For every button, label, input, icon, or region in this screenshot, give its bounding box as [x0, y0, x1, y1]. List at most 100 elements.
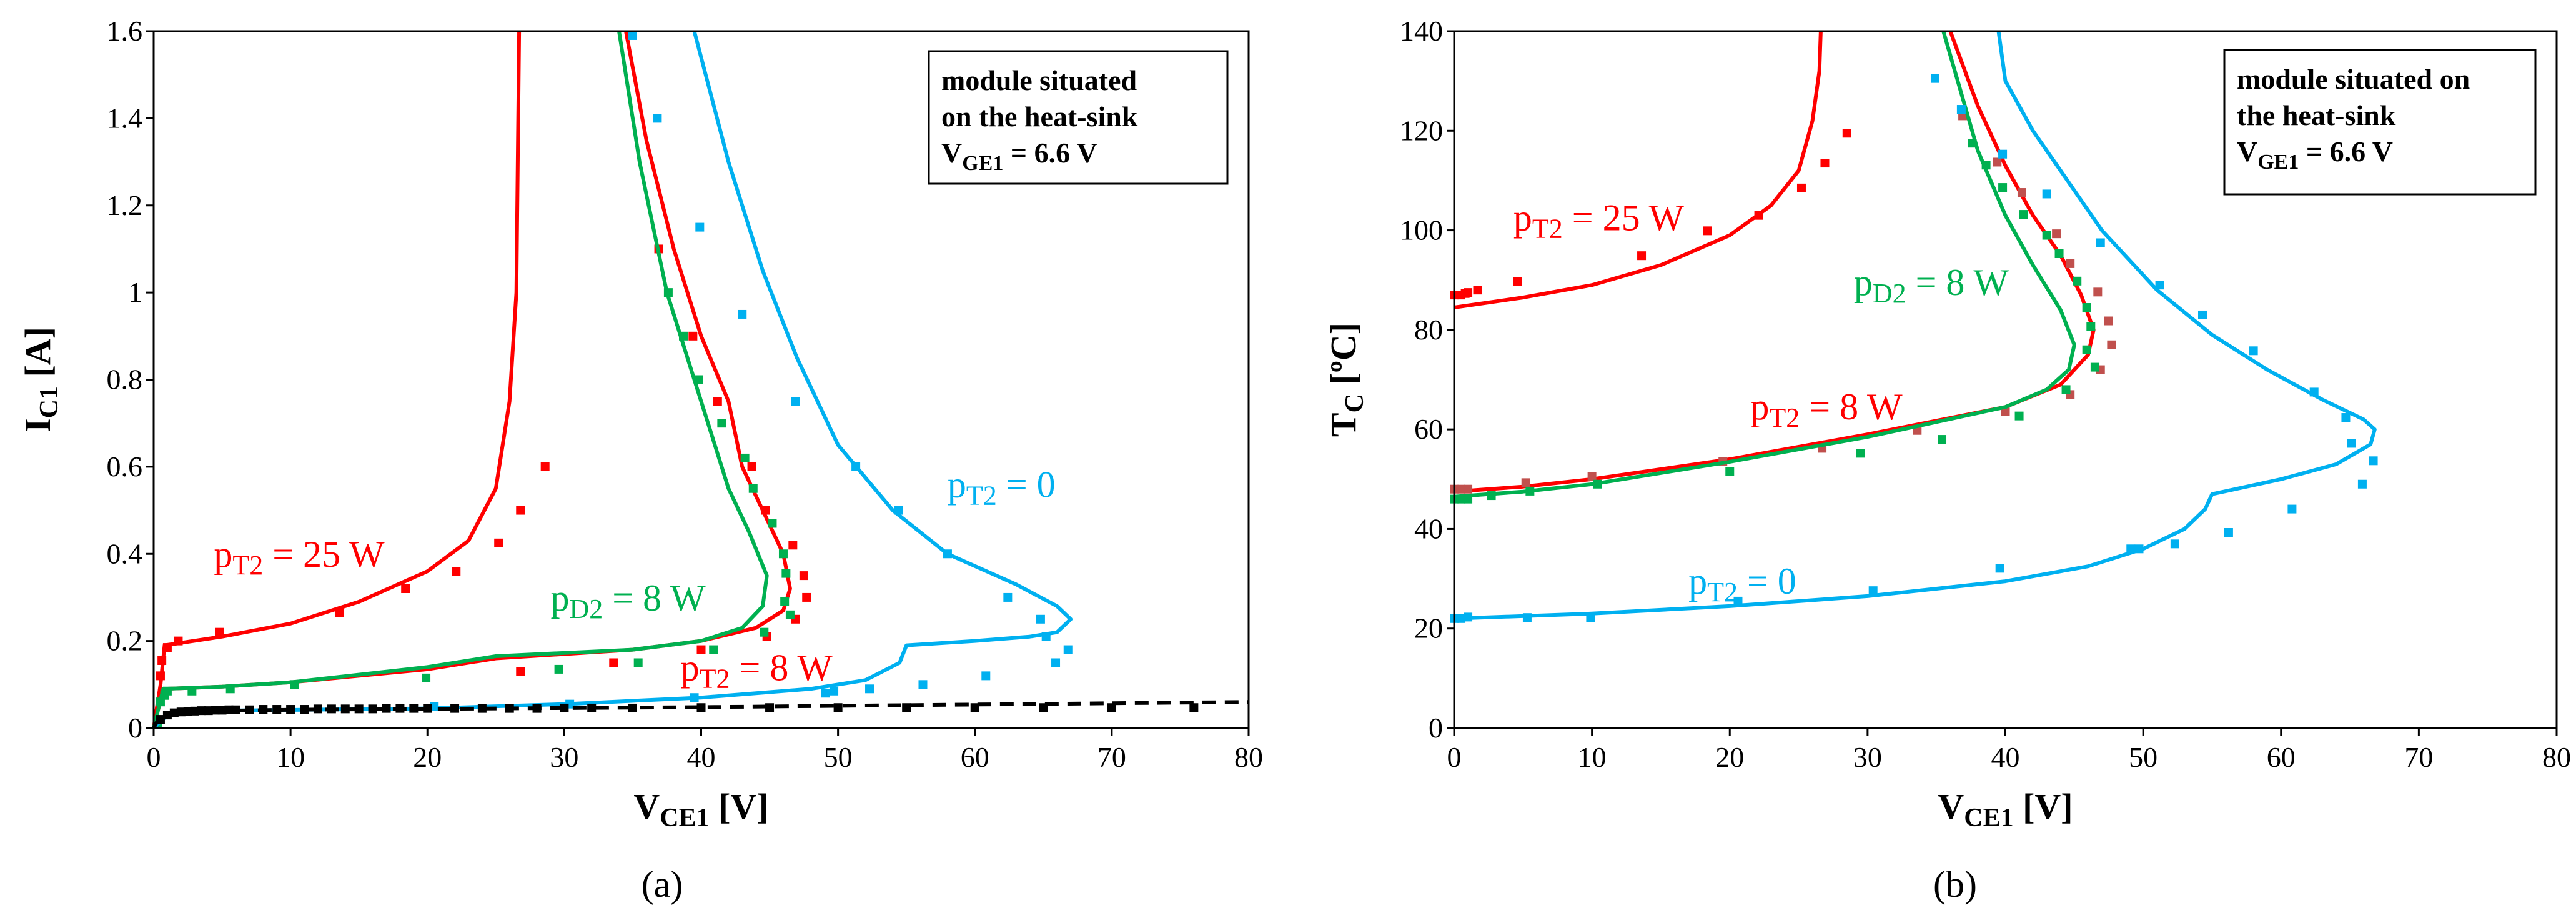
- annotation-0-sub: T2: [1532, 214, 1563, 244]
- data-point-3-11: [2107, 340, 2116, 349]
- data-point-1-1: [157, 656, 167, 665]
- series-line-4: [1454, 31, 2076, 499]
- annotation-3-rest: = 0: [1738, 561, 1796, 602]
- y-axis-title-sub: C1: [35, 386, 64, 418]
- data-point-5-4: [187, 686, 197, 696]
- data-point-5-1: [1457, 494, 1466, 504]
- data-point-3-2: [1464, 484, 1473, 494]
- data-point-5-9: [633, 658, 643, 667]
- data-point-9-19: [340, 704, 350, 714]
- data-point-7-16: [791, 397, 800, 406]
- data-point-7-4: [830, 686, 839, 696]
- y-tick-label: 0.8: [107, 364, 143, 396]
- x-axis-title-rest: [V]: [2014, 786, 2073, 827]
- data-point-3-8: [761, 506, 770, 515]
- data-point-7-13: [943, 549, 952, 559]
- data-point-7-23: [1998, 149, 2008, 159]
- x-tick-label: 50: [2129, 741, 2157, 773]
- data-point-5-13: [2086, 322, 2096, 331]
- data-point-3-12: [2104, 316, 2113, 326]
- x-axis-title-sub: CE1: [660, 804, 709, 832]
- x-tick-label: 40: [1991, 741, 2020, 773]
- data-point-1-11: [1842, 129, 1851, 138]
- data-point-1-6: [1637, 251, 1647, 261]
- info-box-vge-rest: = 6.6 V: [2299, 136, 2393, 167]
- data-point-7-17: [738, 309, 747, 319]
- y-tick-label: 0: [128, 712, 142, 744]
- y-tick-label: 0.6: [107, 451, 143, 482]
- data-point-7-13: [2357, 479, 2367, 489]
- x-tick-label: 0: [147, 741, 161, 773]
- data-point-3-7: [788, 541, 798, 550]
- y-tick-label: 1.2: [107, 189, 143, 221]
- data-point-5-3: [162, 686, 172, 696]
- x-tick-label: 20: [413, 741, 442, 773]
- data-point-7-17: [2309, 387, 2319, 397]
- data-point-9-21: [368, 704, 377, 714]
- data-point-5-21: [679, 331, 688, 341]
- annotation-3-sub: T2: [1707, 577, 1738, 607]
- series-line-0: [1454, 31, 1823, 309]
- data-point-9-10: [224, 705, 234, 714]
- series-line-6: [1454, 31, 2377, 621]
- data-point-7-5: [865, 684, 874, 694]
- data-point-7-9: [1063, 645, 1073, 654]
- data-point-7-11: [1036, 614, 1045, 624]
- data-point-5-14: [781, 569, 791, 578]
- annotation-0-sub: T2: [232, 550, 263, 581]
- annotation-3: pT2 = 0: [1688, 561, 1796, 607]
- info-box: [928, 50, 1229, 185]
- data-point-7-21: [2096, 238, 2105, 247]
- data-point-7-7: [981, 671, 991, 681]
- data-point-1-5: [1513, 277, 1522, 286]
- data-point-3-1: [1457, 484, 1466, 494]
- annotation-3: pT2 = 0: [948, 464, 1056, 511]
- data-point-9-28: [505, 704, 514, 713]
- data-point-9-22: [382, 704, 391, 713]
- data-point-9-27: [477, 704, 487, 713]
- data-point-3-11: [688, 331, 698, 341]
- x-tick-label: 70: [2404, 741, 2433, 773]
- data-point-7-9: [2134, 544, 2144, 554]
- data-point-9-18: [327, 704, 336, 714]
- data-point-7-7: [1995, 564, 2004, 573]
- data-point-9-8: [211, 706, 220, 715]
- info-box-line: on the heat-sink: [941, 101, 1138, 132]
- info-box-vge-rest: = 6.6 V: [1003, 137, 1097, 169]
- data-point-5-5: [225, 684, 235, 694]
- data-point-7-2: [690, 693, 699, 702]
- x-tick-label: 60: [961, 741, 989, 773]
- data-point-7-3: [1522, 613, 1532, 622]
- annotation-2-rest: = 8 W: [730, 647, 833, 688]
- data-point-9-24: [409, 704, 419, 713]
- data-point-9-20: [354, 704, 364, 714]
- data-point-7-18: [695, 222, 705, 232]
- data-point-5-11: [2090, 362, 2099, 372]
- data-point-5-2: [1464, 494, 1473, 504]
- y-axis-title-rest: [A]: [17, 327, 58, 386]
- x-axis-title-main: V: [1938, 786, 1964, 827]
- data-point-7-25: [1930, 74, 1939, 83]
- data-point-3-14: [2066, 259, 2075, 268]
- data-point-1-8: [1754, 211, 1763, 220]
- y-tick-label: 20: [1414, 612, 1443, 644]
- annotation-1: pD2 = 8 W: [1854, 262, 2009, 309]
- data-point-7-20: [2155, 281, 2164, 290]
- data-point-5-7: [422, 673, 431, 682]
- info-box: [2223, 49, 2537, 196]
- x-tick-label: 10: [1578, 741, 1607, 773]
- x-tick-label: 0: [1447, 741, 1462, 773]
- data-point-9-3: [176, 707, 186, 717]
- data-point-5-20: [694, 375, 703, 384]
- y-tick-label: 0: [1429, 712, 1443, 744]
- data-point-9-13: [259, 705, 268, 714]
- data-point-9-39: [1107, 703, 1116, 712]
- data-point-5-12: [2082, 345, 2091, 354]
- data-point-7-19: [653, 114, 662, 123]
- info-box-vge-sub: GE1: [2257, 151, 2299, 174]
- info-box-vge: VGE1 = 6.6 V: [941, 137, 1097, 175]
- annotation-1-sub: D2: [569, 594, 603, 624]
- annotation-1-rest: = 8 W: [1906, 262, 2009, 303]
- series-line-6: [152, 31, 1073, 730]
- data-point-7-3: [821, 689, 830, 698]
